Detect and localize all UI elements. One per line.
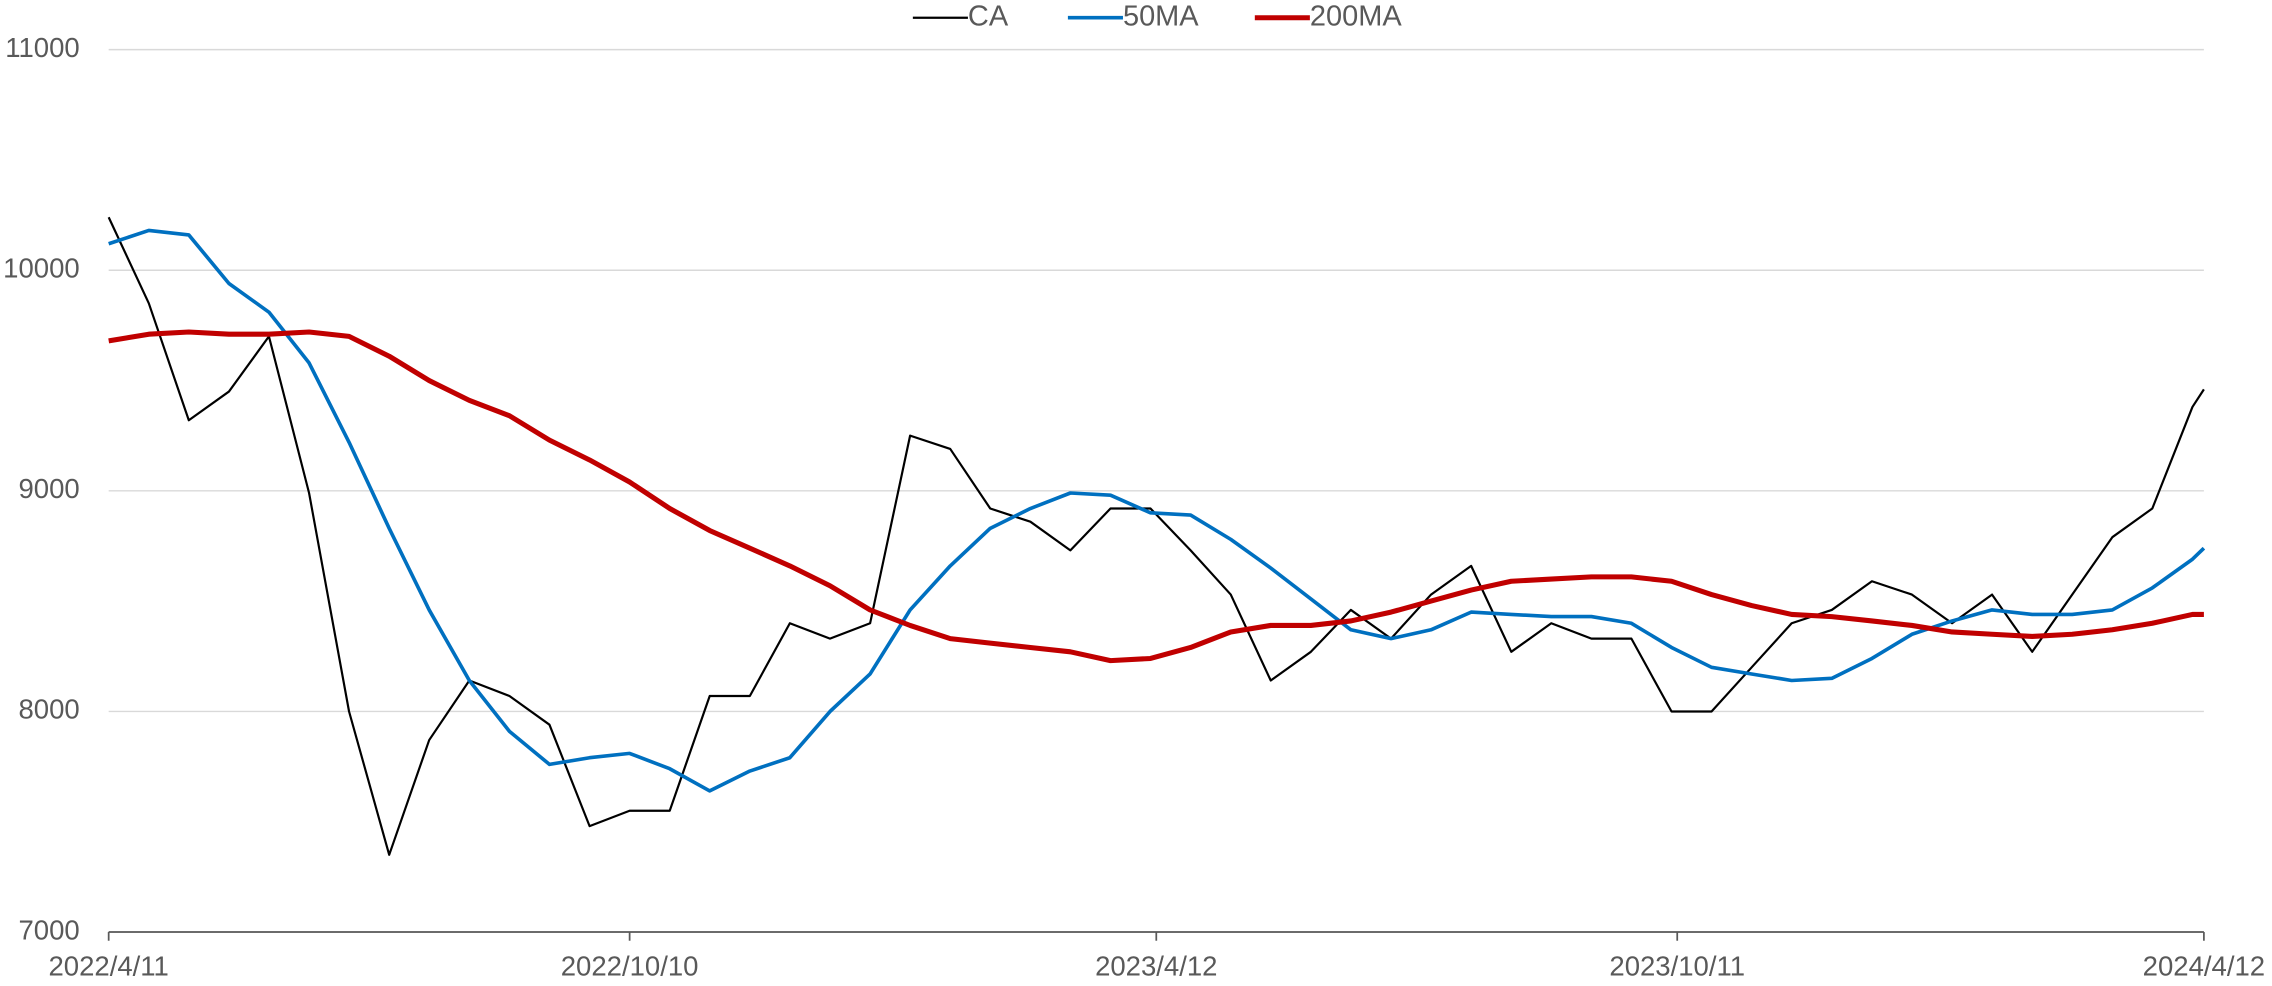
y-tick-label: 10000 [3,252,80,283]
legend-label: 50MA [1123,0,1199,32]
x-tick-label: 2022/10/10 [561,951,699,982]
x-tick-label: 2023/4/12 [1095,951,1217,982]
x-tick-label: 2023/10/11 [1609,951,1745,982]
series-line [108,228,2206,793]
y-tick-label: 11000 [5,32,79,63]
y-tick-label: 8000 [18,694,79,725]
legend-label: CA [968,0,1009,32]
series-line [108,329,2204,664]
x-tick-label: 2024/4/12 [2143,951,2265,982]
series-line [107,216,2205,856]
y-tick-label: 7000 [18,914,79,945]
legend-label: 200MA [1310,0,1402,32]
y-tick-label: 9000 [18,473,79,504]
x-tick-label: 2022/4/11 [48,951,168,982]
